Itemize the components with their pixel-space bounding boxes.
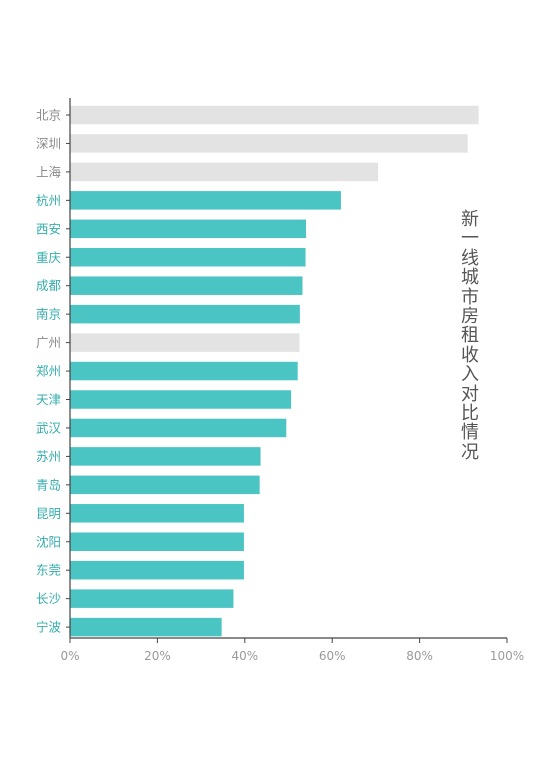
category-label: 苏州 <box>36 449 61 464</box>
category-label: 宁波 <box>36 620 62 635</box>
category-label: 西安 <box>36 221 61 236</box>
category-label: 南京 <box>36 307 61 322</box>
category-label: 重庆 <box>36 250 62 265</box>
bar <box>70 134 468 153</box>
bar <box>70 532 244 551</box>
category-label: 上海 <box>36 164 62 179</box>
bar <box>70 504 244 523</box>
category-label: 长沙 <box>36 591 62 606</box>
x-tick-label: 40% <box>231 649 258 663</box>
category-label: 杭州 <box>36 193 61 208</box>
bar <box>70 276 303 295</box>
x-tick-label: 60% <box>319 649 346 663</box>
category-label: 昆明 <box>36 506 61 521</box>
x-tick-label: 100% <box>490 649 524 663</box>
bar <box>70 390 292 409</box>
category-label: 郑州 <box>36 364 61 379</box>
bar <box>70 418 287 438</box>
x-tick-label: 0% <box>60 649 79 663</box>
bar <box>70 475 260 495</box>
category-label: 武汉 <box>36 420 62 435</box>
x-tick-label: 20% <box>144 649 171 663</box>
bar <box>70 248 306 267</box>
bar <box>70 105 479 125</box>
bar <box>70 560 244 580</box>
bar <box>70 447 261 466</box>
category-label: 深圳 <box>36 136 61 151</box>
bar <box>70 219 306 239</box>
category-label: 东莞 <box>36 563 61 578</box>
bar <box>70 162 379 182</box>
bar <box>70 361 298 381</box>
bar <box>70 191 341 210</box>
bar <box>70 304 300 324</box>
category-label: 北京 <box>36 108 61 123</box>
category-label: 广州 <box>36 335 61 350</box>
category-label: 沈阳 <box>36 534 61 549</box>
bar <box>70 589 234 608</box>
chart-title: 新一线城市房租收入对比情况 <box>461 209 479 463</box>
x-tick-label: 80% <box>406 649 433 663</box>
category-label: 成都 <box>36 278 62 293</box>
category-label: 青岛 <box>36 477 61 492</box>
bar <box>70 617 222 637</box>
category-label: 天津 <box>36 392 61 407</box>
bar <box>70 333 300 352</box>
